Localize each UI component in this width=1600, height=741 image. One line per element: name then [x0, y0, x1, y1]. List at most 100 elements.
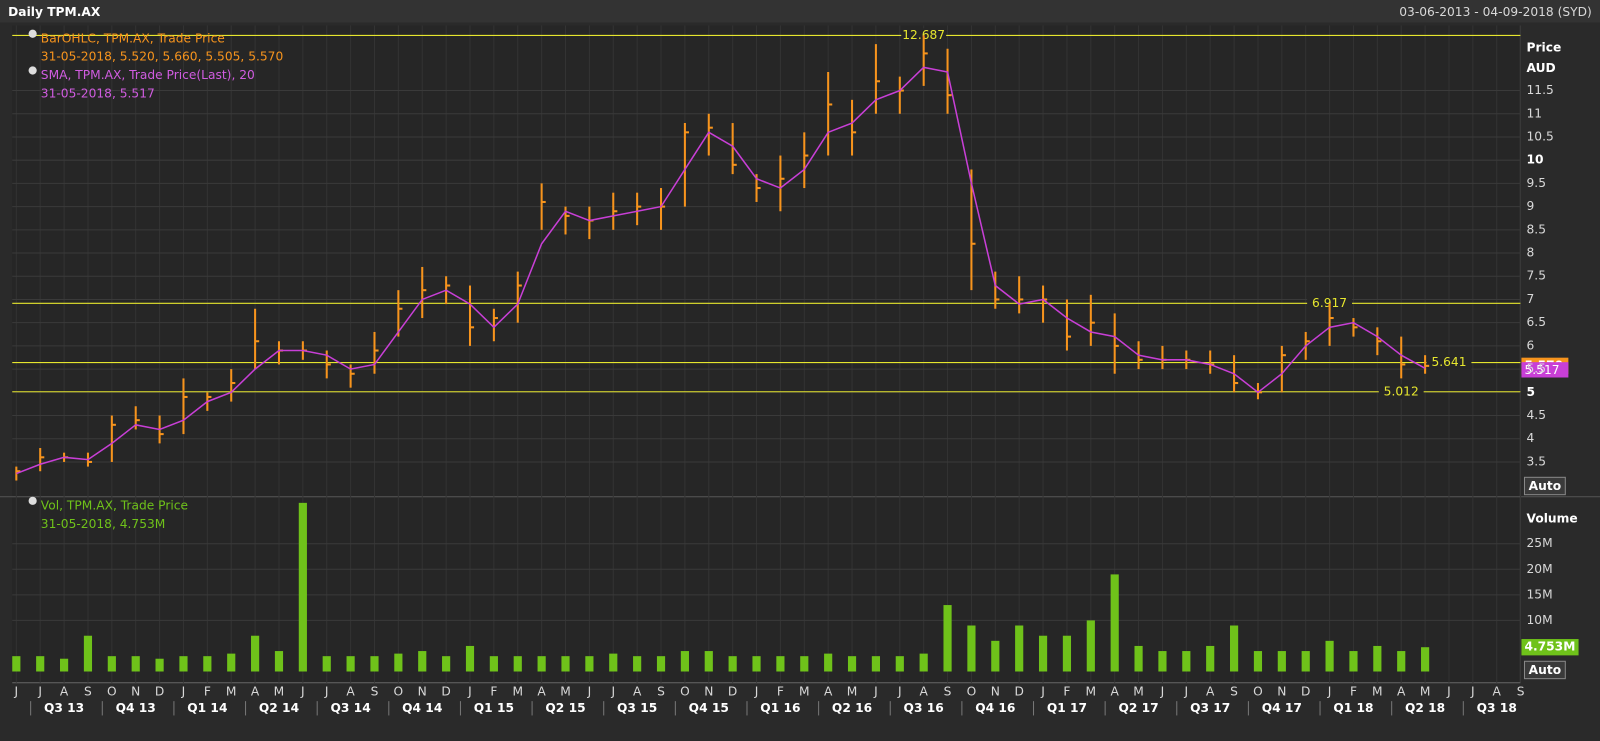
- x-tick-label: N: [704, 684, 713, 698]
- auto-button[interactable]: [1523, 660, 1566, 680]
- x-tick-label: F: [204, 684, 211, 698]
- x-tick-label: A: [346, 684, 355, 698]
- y-tick-label: 10.5: [1527, 129, 1554, 143]
- volume-bar: [1253, 651, 1263, 672]
- x-tick-label: J: [300, 684, 305, 698]
- x-tick-label: A: [1206, 684, 1215, 698]
- legend-entry: SMA, TPM.AX, Trade Price(Last), 20: [41, 68, 255, 82]
- x-tick-label: N: [418, 684, 427, 698]
- volume-bar: [298, 502, 307, 672]
- volume-bar: [800, 656, 809, 672]
- volume-bar: [370, 656, 379, 672]
- volume-bar: [155, 658, 164, 672]
- x-tick-label: J: [1446, 684, 1451, 698]
- x-tick-label: A: [60, 684, 69, 698]
- quarter-label: Q4 13: [116, 701, 156, 715]
- quarter-label: Q3 13: [44, 701, 84, 715]
- volume-bar: [179, 656, 188, 672]
- volume-bar: [609, 653, 618, 672]
- x-tick-label: J: [1470, 684, 1475, 698]
- auto-button-label[interactable]: Auto: [1529, 479, 1561, 493]
- x-tick-label: N: [1277, 684, 1286, 698]
- volume-bar: [752, 656, 761, 672]
- x-tick-label: J: [1327, 684, 1332, 698]
- x-tick-label: O: [680, 684, 690, 698]
- volume-bar: [1349, 651, 1358, 672]
- volume-bar: [418, 651, 427, 672]
- legend-icon[interactable]: [28, 29, 37, 38]
- reference-label: 12.687: [902, 28, 945, 42]
- last-sma-tag: [1521, 362, 1569, 378]
- x-tick-label: M: [226, 684, 237, 698]
- legend-entry: Vol, TPM.AX, Trade Price: [41, 498, 188, 512]
- x-tick-label: D: [155, 684, 164, 698]
- volume-bar: [131, 656, 140, 672]
- x-tick-label: J: [181, 684, 186, 698]
- x-tick-label: A: [1397, 684, 1406, 698]
- quarter-label: Q1 14: [187, 701, 227, 715]
- auto-button[interactable]: [1523, 476, 1566, 496]
- x-tick-label: S: [1230, 684, 1238, 698]
- grid: [12, 25, 1522, 716]
- x-tick-label: F: [1063, 684, 1070, 698]
- volume-bar: [251, 635, 260, 672]
- x-tick-label: A: [537, 684, 546, 698]
- volume-bar: [513, 656, 522, 672]
- x-tick-label: J: [1040, 684, 1045, 698]
- volume-bar: [1062, 635, 1072, 672]
- volume-bar: [1397, 651, 1406, 672]
- x-tick-label: S: [1517, 684, 1525, 698]
- y-tick-label: 6.5: [1527, 315, 1546, 329]
- legend-entry: BarOHLC, TPM.AX, Trade Price: [41, 31, 225, 45]
- y-tick-label: 8: [1527, 246, 1535, 260]
- volume-bar: [1134, 645, 1143, 672]
- x-tick-label: S: [371, 684, 379, 698]
- quarter-label: Q2 18: [1405, 701, 1445, 715]
- legend-detail: 31-05-2018, 4.753M: [41, 517, 166, 531]
- quarter-label: Q1 16: [760, 701, 800, 715]
- quarter-label: Q2 15: [545, 701, 585, 715]
- x-tick-label: J: [897, 684, 902, 698]
- volume-bar: [537, 656, 546, 672]
- y-tick-label: 10: [1527, 153, 1544, 167]
- volume-bar: [1230, 625, 1239, 672]
- auto-button-label[interactable]: Auto: [1529, 663, 1561, 677]
- x-tick-label: J: [14, 684, 19, 698]
- quarter-label: Q3 18: [1477, 701, 1517, 715]
- legend-icon[interactable]: [28, 66, 37, 75]
- volume-bar: [465, 645, 475, 672]
- volume-bar: [60, 658, 69, 672]
- quarter-label: Q2 16: [832, 701, 872, 715]
- volume-bar: [322, 656, 331, 672]
- volume-bar: [227, 653, 236, 672]
- x-tick-label: A: [633, 684, 642, 698]
- x-tick-label: M: [1420, 684, 1431, 698]
- date-range: 03-06-2013 - 04-09-2018 (SYD): [1399, 5, 1592, 19]
- volume-bar: [919, 653, 928, 672]
- y-tick-label: 11.5: [1527, 83, 1554, 97]
- x-tick-label: D: [441, 684, 450, 698]
- quarter-label: Q4 17: [1262, 701, 1302, 715]
- legend-detail: 31-05-2018, 5.517: [41, 87, 155, 101]
- x-tick-label: F: [1350, 684, 1357, 698]
- volume-bar: [847, 656, 857, 672]
- y-tick-label: 5: [1527, 385, 1536, 399]
- volume-bar: [36, 656, 45, 672]
- volume-bar: [1110, 574, 1119, 672]
- volume-bar: [895, 656, 904, 672]
- x-tick-label: M: [1133, 684, 1144, 698]
- volume-bar: [704, 651, 713, 672]
- quarter-label: Q3 16: [904, 701, 944, 715]
- quarter-label: Q3 15: [617, 701, 657, 715]
- volume-bar: [1325, 640, 1334, 672]
- x-tick-label: O: [107, 684, 117, 698]
- last-sma-label: 5.517: [1524, 363, 1559, 377]
- x-tick-label: S: [944, 684, 952, 698]
- quarter-label: Q1 18: [1333, 701, 1373, 715]
- y-tick-label: 7.5: [1527, 269, 1546, 283]
- y-tick-label: 7: [1527, 292, 1535, 306]
- price-axis-title: Price: [1527, 41, 1562, 55]
- volume-bar: [1421, 647, 1430, 672]
- legend-icon[interactable]: [28, 496, 37, 505]
